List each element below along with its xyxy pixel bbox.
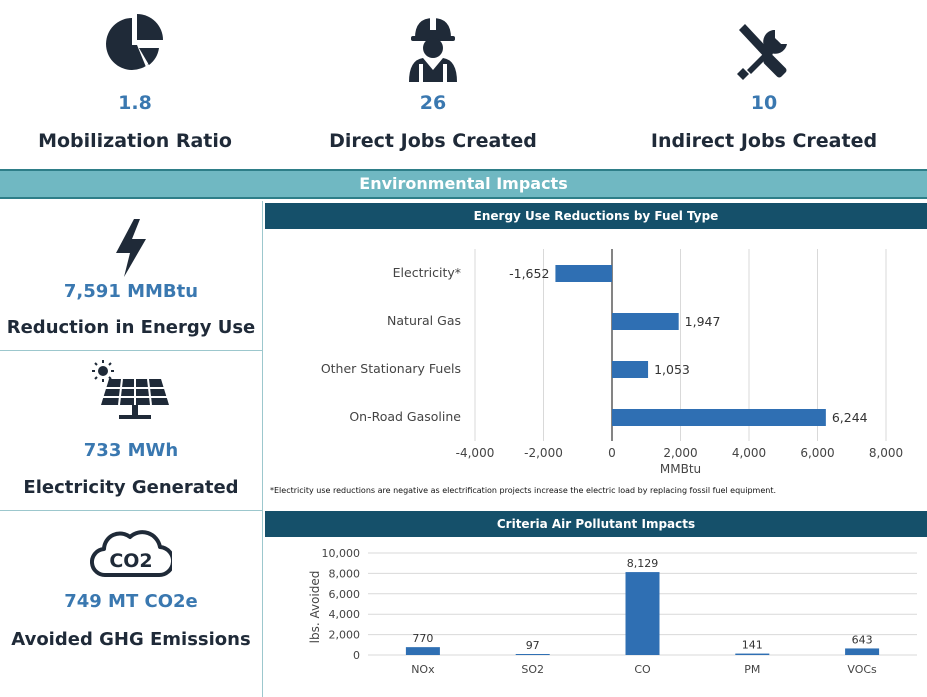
bar (612, 361, 649, 378)
mobilization-ratio-value: 1.8 (118, 92, 152, 114)
electricity-generated-label: Electricity Generated (23, 477, 239, 498)
chart-footnote: *Electricity use reductions are negative… (270, 486, 777, 495)
direct-jobs-value: 26 (419, 92, 447, 114)
bar (405, 647, 440, 655)
category-label: SO2 (521, 663, 544, 676)
worker-icon (405, 14, 461, 88)
category-label: On-Road Gasoline (349, 409, 461, 424)
x-tick-label: 6,000 (800, 446, 834, 460)
y-tick-label: 4,000 (329, 608, 361, 621)
impact-energy-reduction: 7,591 MMBtu Reduction in Energy Use (0, 201, 263, 351)
x-tick-label: 0 (608, 446, 616, 460)
co2-cloud-icon: CO2 (90, 527, 176, 583)
bar (515, 654, 550, 655)
bar (555, 265, 612, 282)
tools-icon (733, 20, 795, 86)
category-label: Other Stationary Fuels (321, 361, 461, 376)
data-label: 643 (852, 633, 873, 646)
y-axis-label: lbs. Avoided (308, 571, 322, 644)
x-tick-label: 8,000 (869, 446, 903, 460)
bar (845, 648, 880, 655)
bar (625, 572, 660, 655)
pollutant-chart-title: Criteria Air Pollutant Impacts (265, 511, 927, 537)
y-tick-label: 6,000 (329, 588, 361, 601)
energy-reduction-label: Reduction in Energy Use (6, 317, 256, 338)
data-label: 8,129 (627, 557, 659, 570)
category-label: Electricity* (393, 265, 461, 280)
impact-avoided-ghg: CO2 749 MT CO2e Avoided GHG Emissions (0, 511, 263, 697)
category-label: CO (634, 663, 651, 676)
energy-chart-title: Energy Use Reductions by Fuel Type (265, 203, 927, 229)
category-label: VOCs (847, 663, 877, 676)
y-tick-label: 8,000 (329, 567, 361, 580)
direct-jobs-label: Direct Jobs Created (329, 130, 537, 152)
environmental-impacts-banner: Environmental Impacts (0, 169, 927, 199)
y-tick-label: 0 (353, 649, 360, 662)
avoided-ghg-label: Avoided GHG Emissions (11, 629, 251, 650)
data-label: 97 (526, 639, 540, 652)
data-label: 1,947 (685, 314, 721, 329)
indirect-jobs-label: Indirect Jobs Created (650, 130, 878, 152)
x-tick-label: 4,000 (732, 446, 766, 460)
category-label: Natural Gas (387, 313, 461, 328)
impact-electricity-generated: 733 MWh Electricity Generated (0, 351, 263, 511)
lightning-icon (114, 219, 148, 281)
category-label: PM (744, 663, 760, 676)
data-label: 1,053 (654, 362, 690, 377)
category-label: NOx (411, 663, 435, 676)
energy-reduction-value: 7,591 MMBtu (63, 281, 199, 302)
bar (612, 313, 679, 330)
y-tick-label: 2,000 (329, 629, 361, 642)
solar-panel-icon (91, 359, 171, 425)
x-tick-label: -4,000 (456, 446, 495, 460)
avoided-ghg-value: 749 MT CO2e (64, 591, 198, 612)
data-label: -1,652 (509, 266, 549, 281)
indirect-jobs-value: 10 (750, 92, 778, 114)
pie-chart-icon (103, 12, 167, 80)
bar (735, 653, 770, 655)
energy-use-chart: -4,000 -2,000 0 2,000 4,000 6,000 8,000 Electri… (321, 249, 903, 476)
x-tick-label: -2,000 (524, 446, 563, 460)
data-label: 141 (742, 639, 763, 652)
x-tick-label: 2,000 (663, 446, 697, 460)
svg-text:CO2: CO2 (109, 550, 152, 572)
electricity-generated-value: 733 MWh (83, 440, 179, 461)
x-axis-label: MMBtu (660, 462, 701, 476)
pollutant-chart: 0 2,000 4,000 6,000 8,000 10,000 770 NOx 97 SO2 8,… (308, 547, 917, 676)
mobilization-ratio-label: Mobilization Ratio (38, 130, 232, 152)
bar (612, 409, 826, 426)
data-label: 770 (412, 632, 433, 645)
data-label: 6,244 (832, 410, 868, 425)
y-tick-label: 10,000 (322, 547, 361, 560)
